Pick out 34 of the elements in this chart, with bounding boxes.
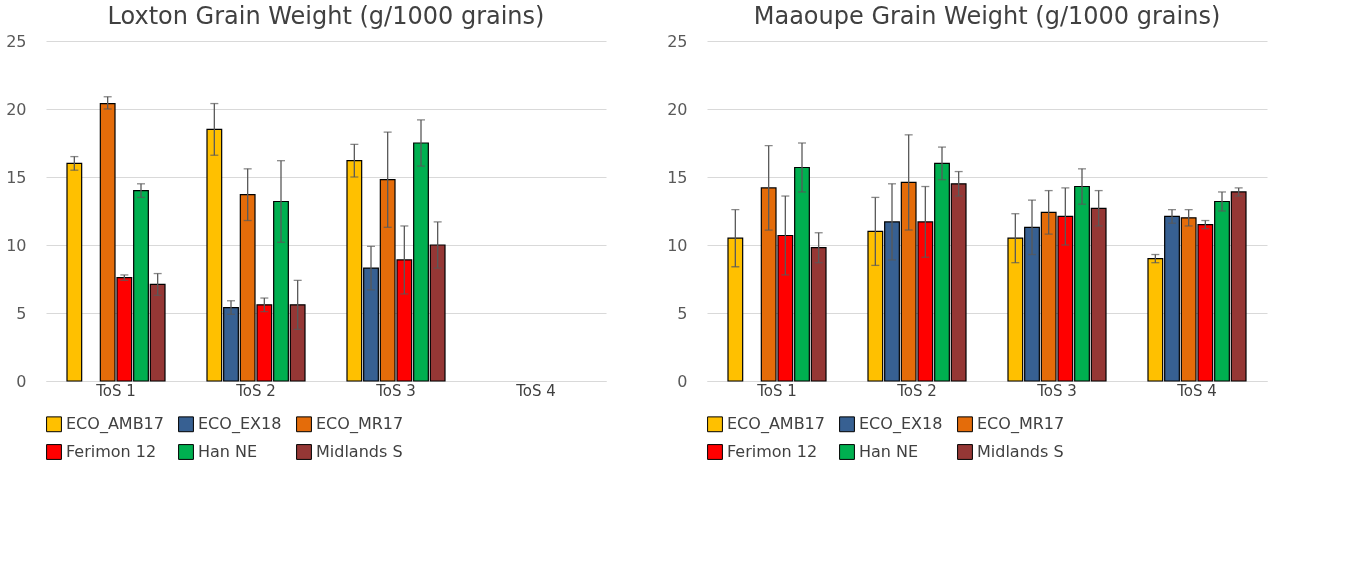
y-tick-label: 0 [677,371,688,391]
legend-label: ECO_AMB17 [727,414,825,435]
y-tick-label: 20 [667,99,688,119]
x-tick-label: ToS 1 [756,381,797,400]
legend-label: Han NE [859,442,919,461]
x-tick-label: ToS 3 [375,381,416,400]
y-tick-label: 25 [667,31,688,51]
legend-label: Midlands S [316,442,403,461]
y-tick-label: 15 [6,167,27,187]
legend-label: ECO_MR17 [977,414,1065,435]
y-tick-label: 20 [6,99,27,119]
legend-label: ECO_AMB17 [66,414,164,435]
x-tick-label: ToS 2 [235,381,276,400]
y-tick-label: 10 [667,235,688,255]
y-tick-label: 25 [6,31,27,51]
legend-label: Ferimon 12 [66,442,157,461]
legend-label: ECO_MR17 [316,414,404,435]
x-tick-label: ToS 2 [896,381,937,400]
legend-label: ECO_EX18 [859,414,943,435]
chart-title: Maaoupe Grain Weight (g/1000 grains) [753,2,1221,30]
x-tick-label: ToS 4 [515,381,556,400]
x-tick-label: ToS 1 [95,381,136,400]
y-tick-label: 5 [16,303,27,323]
y-tick-label: 10 [6,235,27,255]
legend-label: ECO_EX18 [198,414,282,435]
legend-label: Midlands S [977,442,1064,461]
y-tick-label: 5 [677,303,688,323]
y-tick-label: 15 [667,167,688,187]
legend-label: Ferimon 12 [727,442,818,461]
y-tick-label: 0 [16,371,27,391]
chart-title: Loxton Grain Weight (g/1000 grains) [107,2,545,30]
legend-label: Han NE [198,442,258,461]
x-tick-label: ToS 4 [1176,381,1217,400]
x-tick-label: ToS 3 [1036,381,1077,400]
